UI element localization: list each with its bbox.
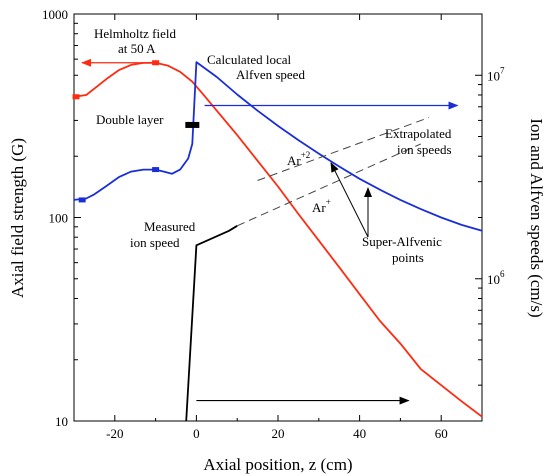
annotation-helmholtz: Helmholtz field at 50 A: [94, 26, 179, 56]
annotation-alfven: Calculated local Alfven speed: [207, 52, 305, 82]
series-group: [73, 61, 483, 422]
label-ar-plus-base: Ar: [312, 200, 326, 215]
data-marker: [78, 197, 86, 203]
annotation-super-alfvenic-line1: Super-Alfvenic: [362, 234, 442, 249]
y-left-tick-label: 100: [49, 211, 69, 226]
y-right-tick-exp: 6: [500, 269, 505, 279]
data-marker: [185, 121, 200, 128]
annotation-double-layer: Double layer: [96, 112, 164, 127]
y-left-axis-label: Axial field strength (G): [8, 138, 27, 298]
label-ar-plus2: Ar+2: [287, 150, 310, 168]
y-right-tick-exp: 7: [500, 65, 505, 75]
arrow-group: [81, 58, 459, 405]
marker-group: [72, 60, 200, 203]
y-right-tick-base: 10: [487, 272, 500, 287]
series-alfven-field: [73, 61, 483, 232]
annotation-helmholtz-line2: at 50 A: [118, 41, 156, 56]
series-helmholtz-field: [73, 61, 483, 418]
x-ticks: -20 0 20 40 60: [73, 14, 483, 441]
annotation-measured: Measured ion speed: [130, 219, 199, 250]
annotation-extrapolated-line2: ion speeds: [397, 142, 452, 157]
y-left-tick-label: 1000: [42, 7, 68, 22]
x-tick-label: 60: [435, 426, 448, 441]
x-tick-label: 20: [272, 426, 285, 441]
pointer-arrow-ar-plus2: [330, 162, 369, 238]
series-extrapolated-ar-plus2: [257, 117, 430, 181]
annotation-helmholtz-line1: Helmholtz field: [94, 26, 176, 41]
annotation-super-alfvenic-line2: points: [392, 250, 424, 265]
series-measured-ion-speed: [185, 225, 238, 422]
data-marker: [72, 94, 80, 100]
annotation-alfven-line1: Calculated local: [207, 52, 291, 67]
label-ar-plus2-base: Ar: [287, 153, 301, 168]
y-left-tick-label: 10: [55, 414, 68, 429]
y-right-tick-base: 10: [487, 68, 500, 83]
series-extrapolated-ar-plus: [236, 143, 422, 227]
x-tick-label: -20: [106, 426, 123, 441]
label-ar-plus2-sup: +2: [301, 150, 311, 160]
annotation-measured-line1: Measured: [144, 219, 196, 234]
y-left-ticks: 10 100 1000: [42, 7, 81, 429]
annotation-alfven-line2: Alfven speed: [236, 67, 305, 82]
label-ar-plus: Ar+: [312, 197, 331, 215]
label-ar-plus-sup: +: [326, 197, 331, 207]
data-marker: [152, 167, 160, 173]
y-right-tick-label: 107: [487, 65, 505, 83]
x-axis-label: Axial position, z (cm): [203, 455, 352, 474]
annotation-measured-line2: ion speed: [130, 235, 180, 250]
y-right-axis-label: Ion and Alfven speeds (cm/s): [527, 118, 546, 317]
annotation-extrapolated: Extrapolated ion speeds: [385, 126, 455, 157]
annotation-extrapolated-line1: Extrapolated: [385, 126, 452, 141]
data-marker: [152, 60, 160, 66]
x-tick-label: 0: [193, 426, 200, 441]
x-tick-label: 40: [353, 426, 366, 441]
annotation-super-alfvenic: Super-Alfvenic points: [362, 234, 445, 265]
y-right-tick-label: 106: [487, 269, 505, 287]
